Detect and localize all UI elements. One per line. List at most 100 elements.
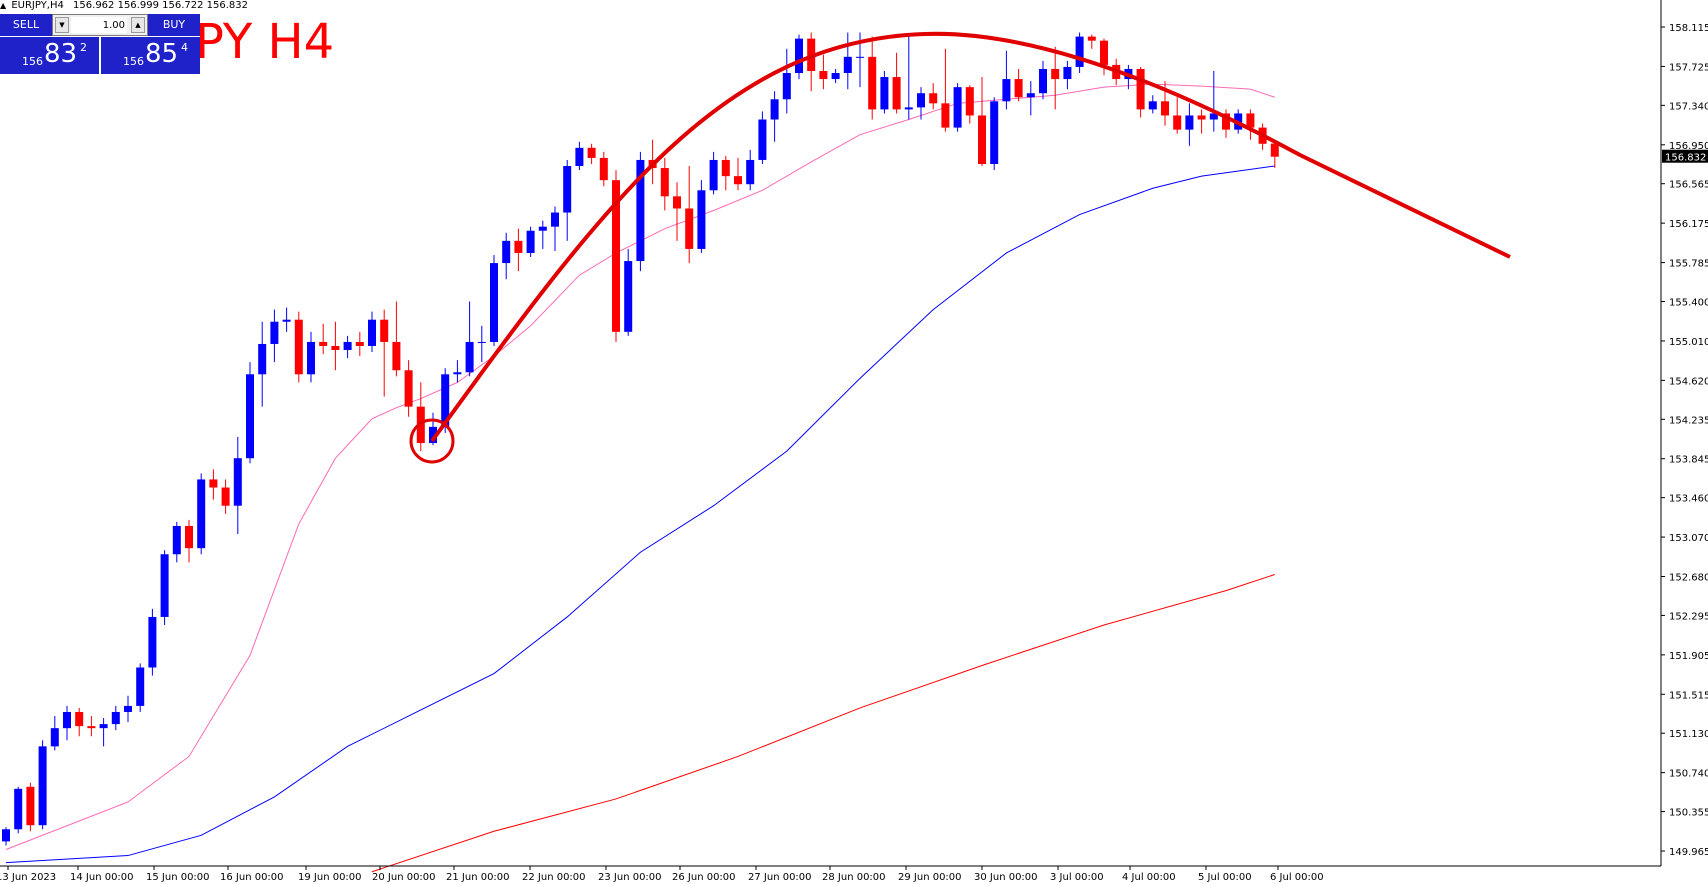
candle-body [160,554,169,617]
candle-body [1014,79,1023,98]
lot-decrease-button[interactable]: ▼ [55,17,69,33]
candle-body [270,321,279,344]
candle [795,34,803,80]
candle [1026,81,1035,116]
chart-header: ▲ EURJPY,H4 156.962 156.999 156.722 156.… [0,0,248,12]
candle [1136,66,1145,118]
candle [99,718,108,747]
candle [197,473,206,555]
buy-button[interactable]: BUY [148,14,200,36]
candle-body [1197,115,1206,120]
candle-body [331,345,340,351]
candle-body [929,93,938,104]
time-tick-label: 4 Jul 00:00 [1122,872,1176,883]
candle-body [1100,40,1108,65]
candle [1075,32,1084,74]
candle-body [282,319,291,322]
candle-body [75,711,84,727]
price-tick-label: 155.400 [1669,297,1708,308]
price-tick-label: 149.965 [1669,847,1708,858]
candle-body [868,56,877,110]
time-tick-label: 27 Jun 00:00 [748,872,812,883]
time-axis: 13 Jun 2023 14 Jun 00:00 15 Jun 00:00 16 Ju… [0,866,1324,883]
candle-body [1063,66,1072,80]
candle-body [307,341,315,375]
candle [1270,139,1279,168]
candle-body [795,38,803,74]
price-tick-label: 150.355 [1669,808,1708,819]
candle-body [63,711,71,729]
candle-body [477,341,486,343]
time-tick-label: 23 Jun 00:00 [598,872,662,883]
candle-body [770,99,779,120]
buy-price-box[interactable]: 156 85 4 [101,37,200,74]
candle [50,716,59,751]
candle-body [819,70,828,80]
candle [673,182,681,241]
candle-body [221,487,230,506]
candle-body [319,341,328,346]
candle [87,716,96,737]
candle [587,143,596,164]
candle-body [429,426,437,444]
candles [2,32,1279,846]
candle [209,469,218,500]
candle-body [1039,68,1047,94]
candle [233,436,242,535]
candle-body [538,226,547,231]
candle [1063,60,1072,90]
candle-body [502,240,511,264]
candle-body [1222,113,1230,130]
price-tick-label: 158.115 [1669,23,1708,34]
candle-body [624,261,633,332]
candle [941,48,950,132]
candle-body [660,168,669,197]
lot-size-input[interactable] [71,17,127,33]
candle [734,157,742,191]
candle-body [721,159,730,177]
pivot-circle [409,418,455,464]
candle [465,301,474,377]
buy-price-big: 85 [145,39,179,69]
time-tick-label: 13 Jun 2023 [0,872,56,883]
candle-body [1002,79,1011,102]
candle [258,321,267,407]
time-tick-label: 16 Jun 00:00 [220,872,284,883]
candle [1100,38,1108,76]
candle [929,83,938,110]
candle-body [392,341,401,371]
collapse-triangle-icon[interactable]: ▲ [0,1,7,10]
candle [551,206,559,251]
sell-button[interactable]: SELL [0,14,52,36]
time-tick-label: 5 Jul 00:00 [1198,872,1252,883]
candle [136,663,145,712]
candle [148,608,157,676]
candle [14,786,23,834]
candle-body [697,190,706,249]
candle [685,166,694,264]
price-tick-label: 152.295 [1669,611,1708,622]
price-tick-label: 154.235 [1669,415,1708,426]
trend-arc-line [430,31,1511,443]
candle [880,70,889,114]
candle-body [587,147,596,158]
candle-body [1136,68,1145,110]
candle-body [368,319,376,346]
time-tick-label: 26 Jun 00:00 [672,872,736,883]
candle-body [1270,143,1279,157]
candle [172,521,181,563]
candle-body [941,103,950,128]
candle-body [1026,93,1035,98]
lot-increase-button[interactable]: ▲ [131,17,145,33]
buy-price-sup: 4 [181,41,188,54]
candle [111,705,120,731]
candle [892,52,901,114]
candle-body [1173,115,1182,130]
time-tick-label: 22 Jun 00:00 [522,872,586,883]
candle-body [355,341,364,346]
candle [978,77,986,167]
time-tick-label: 19 Jun 00:00 [298,872,362,883]
candle [721,155,730,191]
sell-price-box[interactable]: 156 83 2 [0,37,99,74]
buy-price-prefix: 156 [123,55,144,68]
